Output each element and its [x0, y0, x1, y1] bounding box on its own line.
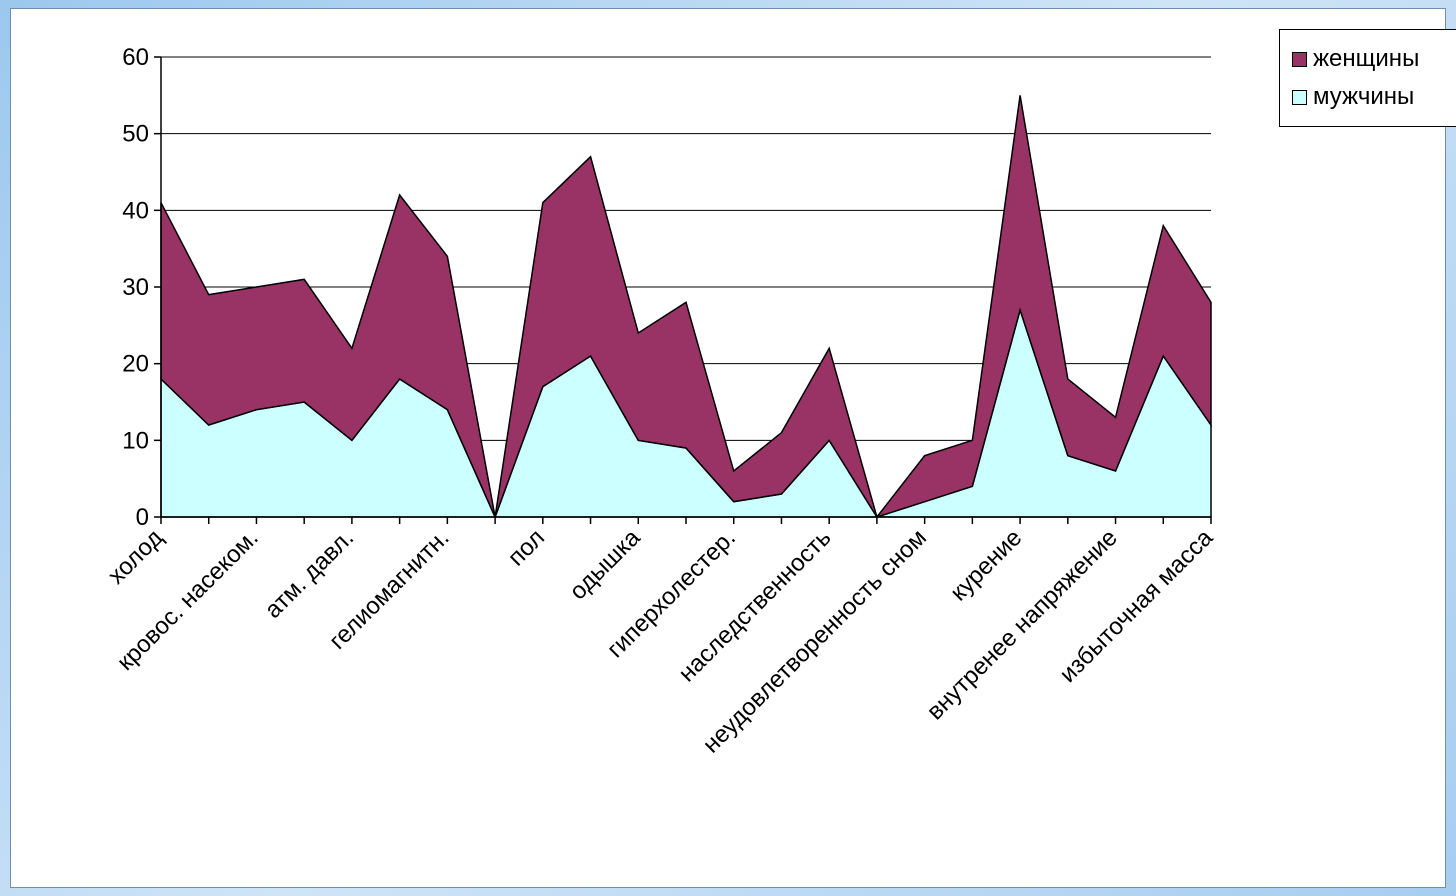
legend-item-women: женщины	[1292, 44, 1419, 74]
y-tick-label: 20	[122, 351, 149, 378]
y-tick-label: 30	[122, 274, 149, 301]
legend-item-men: мужчины	[1292, 82, 1414, 112]
x-category-label: пол	[503, 524, 550, 571]
x-category-label: одышка	[564, 524, 646, 606]
y-tick-label: 50	[122, 121, 149, 148]
y-tick-label: 60	[122, 44, 149, 71]
y-tick-label: 10	[122, 427, 149, 454]
legend-label-women: женщины	[1313, 45, 1419, 73]
chart-frame: 0 10 20 30 40 50 60 холод кровос. насеком. атм. д…	[10, 8, 1446, 888]
y-tick-label: 40	[122, 197, 149, 224]
legend: женщины мужчины	[1279, 29, 1456, 127]
stacked-areas	[161, 95, 1211, 517]
legend-swatch-men	[1292, 90, 1307, 105]
x-category-label: курение	[945, 524, 1027, 606]
x-category-label: внутренее напряжение	[922, 524, 1123, 725]
legend-label-men: мужчины	[1313, 83, 1414, 111]
x-category-label: холод	[103, 524, 169, 590]
x-category-label: атм. давл.	[260, 524, 360, 624]
legend-swatch-women	[1292, 52, 1307, 67]
